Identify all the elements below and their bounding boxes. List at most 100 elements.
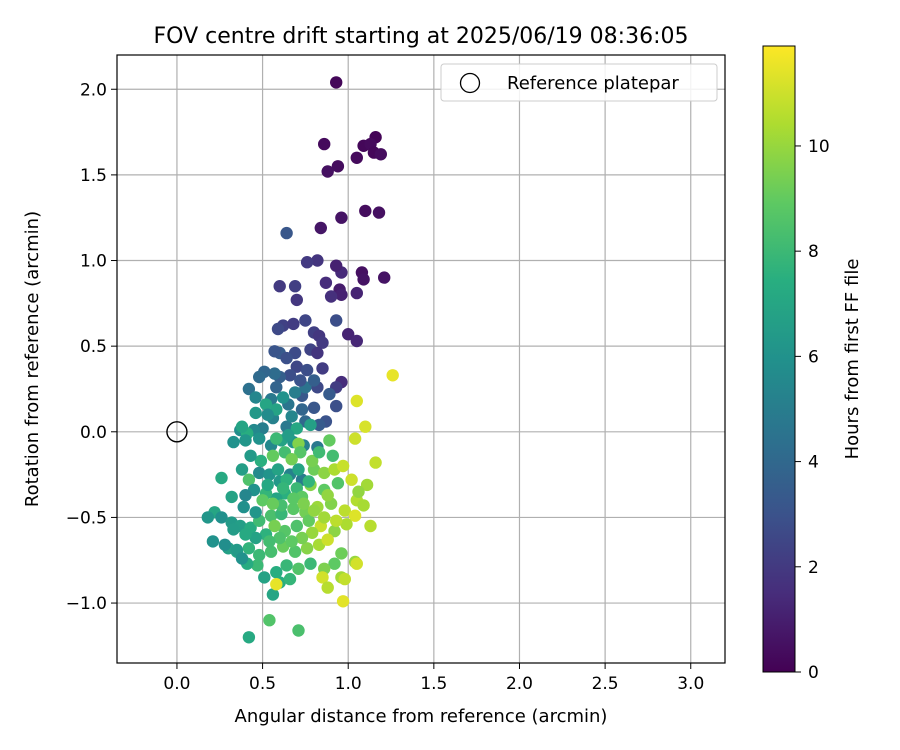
colorbar-ticks: 0 2 4 6 8 10	[795, 137, 830, 683]
data-point	[292, 624, 305, 637]
data-point	[323, 434, 336, 447]
data-point	[318, 511, 331, 524]
data-point	[235, 420, 249, 433]
data-point	[270, 432, 283, 445]
data-point	[290, 293, 303, 307]
data-point	[348, 432, 362, 445]
data-points	[201, 76, 399, 644]
data-point	[244, 449, 257, 462]
data-point	[312, 446, 326, 459]
data-point	[350, 334, 363, 348]
data-point	[287, 317, 300, 331]
data-point	[287, 492, 300, 505]
data-point	[321, 581, 334, 594]
data-point	[338, 572, 351, 586]
data-point	[350, 286, 363, 300]
data-point	[350, 394, 363, 408]
data-point	[290, 519, 303, 533]
colorbar-tick-label: 4	[808, 453, 819, 473]
y-tick-label: 0.5	[80, 337, 107, 357]
x-axis-ticks: 0.0 0.5 1.0 1.5 2.0 2.5 3.0	[163, 663, 704, 694]
data-point	[328, 524, 341, 538]
legend-reference-marker-icon	[459, 72, 481, 94]
data-point	[288, 386, 302, 399]
data-point	[251, 559, 264, 572]
data-point	[263, 614, 276, 627]
data-point	[302, 475, 315, 488]
data-point	[237, 500, 250, 514]
data-point	[287, 502, 300, 516]
colorbar-tick-label: 10	[808, 137, 830, 157]
data-point	[261, 408, 274, 421]
data-point	[266, 497, 280, 510]
data-point	[311, 254, 324, 267]
x-axis-label: Angular distance from reference (arcmin)	[235, 706, 608, 727]
data-point	[330, 314, 343, 327]
x-tick-label: 2.0	[506, 674, 533, 694]
colorbar-tick-label: 8	[808, 242, 819, 262]
data-point	[249, 406, 262, 420]
data-point	[218, 538, 232, 551]
data-point	[270, 381, 283, 394]
data-point	[342, 328, 355, 341]
colorbar: 0 2 4 6 8 10 Hours from first FF file	[762, 45, 863, 683]
data-point	[253, 370, 266, 384]
data-point	[285, 453, 298, 466]
data-point	[268, 519, 281, 533]
y-tick-label: 2.0	[80, 80, 107, 100]
data-point	[307, 401, 321, 414]
data-point	[331, 160, 345, 173]
data-point	[254, 454, 268, 468]
data-point	[266, 449, 280, 462]
data-point	[295, 531, 309, 545]
data-point	[268, 345, 281, 358]
data-point	[263, 535, 276, 548]
data-point	[374, 148, 387, 161]
data-point	[295, 403, 309, 416]
data-point	[350, 151, 363, 164]
data-point	[225, 490, 238, 504]
data-point	[285, 410, 298, 423]
data-point	[239, 528, 252, 541]
reference-marker-layer	[166, 421, 188, 443]
data-point	[273, 531, 286, 545]
data-point	[268, 367, 281, 380]
data-point	[258, 571, 271, 584]
y-tick-label: 1.5	[80, 166, 107, 186]
data-point	[276, 391, 290, 404]
data-point	[335, 211, 348, 224]
data-point	[271, 322, 285, 336]
data-point	[307, 504, 321, 517]
data-point	[242, 382, 256, 396]
data-point	[312, 418, 326, 432]
y-tick-label: −0.5	[66, 508, 107, 528]
data-point	[249, 531, 262, 545]
data-point	[335, 547, 348, 560]
data-point	[330, 259, 343, 272]
data-point	[386, 369, 399, 382]
data-point	[331, 477, 345, 490]
data-point	[300, 542, 314, 555]
data-point	[369, 456, 382, 469]
grid	[117, 55, 725, 663]
data-point	[285, 535, 298, 548]
data-point	[235, 552, 249, 565]
data-point	[288, 280, 302, 293]
colorbar-tick-label: 6	[808, 347, 819, 367]
data-point	[276, 482, 290, 495]
data-point	[311, 346, 324, 360]
colorbar-gradient	[762, 45, 796, 673]
data-point	[330, 76, 343, 89]
data-point	[280, 559, 293, 572]
colorbar-label: Hours from first FF file	[842, 259, 863, 460]
y-tick-label: 0.0	[80, 423, 107, 443]
data-point	[306, 526, 319, 539]
data-point	[360, 478, 374, 492]
data-point	[348, 509, 362, 522]
data-point	[242, 631, 256, 644]
data-point	[316, 571, 329, 584]
data-point	[206, 535, 220, 548]
chart-title: FOV centre drift starting at 2025/06/19 …	[154, 24, 689, 49]
data-point	[201, 511, 214, 524]
data-point	[364, 519, 377, 533]
